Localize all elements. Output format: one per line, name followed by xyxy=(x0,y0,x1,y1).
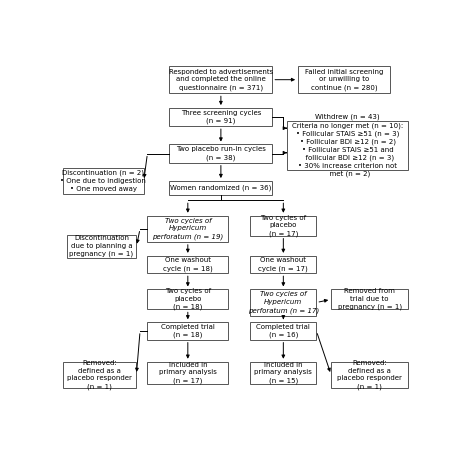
Text: Women randomized (n = 36): Women randomized (n = 36) xyxy=(170,185,272,191)
Text: Completed trial
(n = 16): Completed trial (n = 16) xyxy=(256,324,310,338)
Text: Two cycles of
Hypericum
perforatum (n = 17): Two cycles of Hypericum perforatum (n = … xyxy=(248,292,319,314)
FancyBboxPatch shape xyxy=(250,362,316,383)
FancyBboxPatch shape xyxy=(147,322,228,340)
Text: Included in
primary analysis
(n = 15): Included in primary analysis (n = 15) xyxy=(255,362,312,383)
FancyBboxPatch shape xyxy=(147,289,228,310)
FancyBboxPatch shape xyxy=(331,362,408,388)
FancyBboxPatch shape xyxy=(250,216,316,236)
Text: Two cycles of
placebo
(n = 18): Two cycles of placebo (n = 18) xyxy=(165,288,211,310)
Text: Removed:
defined as a
placebo responder
(n = 1): Removed: defined as a placebo responder … xyxy=(67,360,132,390)
Text: One washout
cycle (n = 17): One washout cycle (n = 17) xyxy=(258,257,308,272)
Text: Two cycles of
Hypericum
perforatum (n = 19): Two cycles of Hypericum perforatum (n = … xyxy=(152,218,223,240)
FancyBboxPatch shape xyxy=(169,108,272,126)
FancyBboxPatch shape xyxy=(169,145,272,163)
FancyBboxPatch shape xyxy=(147,216,228,242)
Text: Discontinuation
due to planning a
pregnancy (n = 1): Discontinuation due to planning a pregna… xyxy=(69,236,134,257)
FancyBboxPatch shape xyxy=(63,168,144,194)
Text: Failed initial screening
or unwilling to
continue (n = 280): Failed initial screening or unwilling to… xyxy=(305,69,383,91)
Text: Two cycles of
placebo
(n = 17): Two cycles of placebo (n = 17) xyxy=(260,215,306,237)
Text: One washout
cycle (n = 18): One washout cycle (n = 18) xyxy=(163,257,213,272)
FancyBboxPatch shape xyxy=(331,289,408,310)
Text: Removed from
trial due to
pregnancy (n = 1): Removed from trial due to pregnancy (n =… xyxy=(337,288,402,310)
FancyBboxPatch shape xyxy=(250,289,316,316)
FancyBboxPatch shape xyxy=(298,66,390,93)
Text: Completed trial
(n = 18): Completed trial (n = 18) xyxy=(161,324,215,338)
FancyBboxPatch shape xyxy=(66,235,137,258)
FancyBboxPatch shape xyxy=(63,362,137,388)
Text: Two placebo run-in cycles
(n = 38): Two placebo run-in cycles (n = 38) xyxy=(176,146,266,161)
FancyBboxPatch shape xyxy=(169,181,272,195)
Text: Responded to advertisements
and completed the online
questionnaire (n = 371): Responded to advertisements and complete… xyxy=(169,69,273,91)
FancyBboxPatch shape xyxy=(250,256,316,273)
FancyBboxPatch shape xyxy=(147,256,228,273)
Text: Included in
primary analysis
(n = 17): Included in primary analysis (n = 17) xyxy=(159,362,217,383)
FancyBboxPatch shape xyxy=(147,362,228,383)
Text: Three screening cycles
(n = 91): Three screening cycles (n = 91) xyxy=(181,110,261,124)
FancyBboxPatch shape xyxy=(250,322,316,340)
FancyBboxPatch shape xyxy=(287,121,408,170)
Text: Withdrew (n = 43)
Criteria no longer met (n = 10):
• Follicular STAIS ≥51 (n = 3: Withdrew (n = 43) Criteria no longer met… xyxy=(292,114,403,177)
Text: Discontinuation (n = 2)
• One due to indigestion
• One moved away: Discontinuation (n = 2) • One due to ind… xyxy=(60,170,146,192)
Text: Removed:
defined as a
placebo responder
(n = 1): Removed: defined as a placebo responder … xyxy=(337,360,402,390)
FancyBboxPatch shape xyxy=(169,66,272,93)
